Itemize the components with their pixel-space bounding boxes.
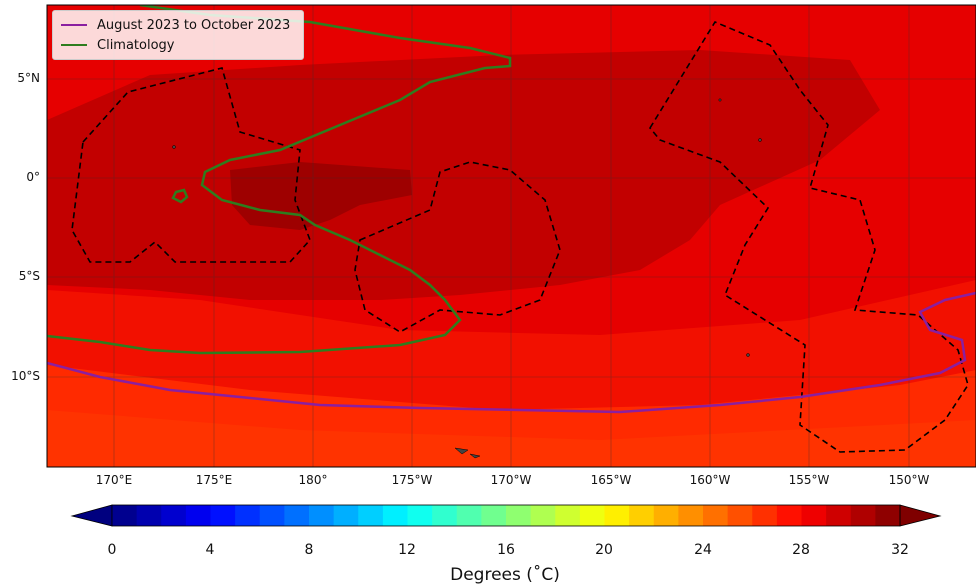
colorbar-segment (604, 505, 630, 526)
colorbar-segment (210, 505, 236, 526)
sst-field-coolest-2 (47, 410, 976, 467)
dashed-region-outlines (71, 20, 969, 453)
lon-label-175e: 175°E (195, 473, 233, 487)
colorbar-segment (727, 505, 753, 526)
colorbar-segment (185, 505, 212, 526)
colorbar-segment (530, 505, 556, 526)
colorbar-tick-4: 4 (205, 542, 215, 558)
colorbar-segment (136, 505, 162, 526)
colorbar-segment (850, 505, 876, 526)
colorbar-tick-16: 16 (497, 542, 515, 558)
legend-label-climatology: Climatology (97, 37, 175, 53)
colorbar-segment (284, 505, 310, 526)
legend-label-current: August 2023 to October 2023 (97, 17, 291, 33)
colorbar-segment (456, 505, 482, 526)
colorbar-segment (579, 505, 606, 526)
colorbar-segment (382, 505, 409, 526)
lat-label-0: 0° (26, 170, 40, 184)
colorbar-segment (801, 505, 827, 526)
colorbar-segment (875, 505, 901, 526)
legend: August 2023 to October 2023 Climatology (52, 10, 304, 60)
colorbar-segment (161, 505, 187, 526)
grid-lines (47, 5, 976, 467)
lat-label-10s: 10°S (11, 369, 40, 383)
colorbar-tick-20: 20 (595, 542, 613, 558)
colorbar-tick-12: 12 (398, 542, 416, 558)
colorbar-segments (112, 505, 901, 526)
legend-item-current: August 2023 to October 2023 (61, 17, 290, 33)
map-area (47, 5, 976, 467)
climatology-contour (47, 5, 512, 355)
colorbar-segment (555, 505, 581, 526)
colorbar-frame (111, 504, 901, 527)
lon-label-175w: 175°W (391, 473, 433, 487)
colorbar-segment (358, 505, 384, 526)
lon-label-180: 180° (298, 473, 328, 487)
current-contour (47, 291, 976, 414)
colorbar-extend-high (899, 504, 942, 527)
island-markers (172, 98, 762, 459)
colorbar-segment (776, 505, 803, 526)
legend-item-climatology: Climatology (61, 37, 175, 53)
colorbar-segment (481, 505, 507, 526)
sst-field-warm (47, 50, 880, 300)
lon-label-165w: 165°W (590, 473, 632, 487)
colorbar-segment (629, 505, 655, 526)
colorbar-label: Degrees (˚C) (450, 565, 560, 585)
colorbar-segment (703, 505, 729, 526)
colorbar-segment (506, 505, 532, 526)
lon-label-170w: 170°W (490, 473, 532, 487)
colorbar-tick-0: 0 (107, 542, 117, 558)
colorbar-segment (653, 505, 679, 526)
colorbar-tick-32: 32 (891, 542, 909, 558)
colorbar-segment (333, 505, 359, 526)
lon-label-155w: 155°W (788, 473, 830, 487)
lat-label-5s: 5°S (18, 269, 40, 283)
colorbar (70, 504, 942, 527)
colorbar-tick-28: 28 (792, 542, 810, 558)
legend-swatch-current (61, 24, 87, 26)
colorbar-segment (432, 505, 458, 526)
colorbar-segment (235, 505, 261, 526)
map-frame (46, 4, 976, 468)
colorbar-tick-8: 8 (304, 542, 314, 558)
colorbar-tick-24: 24 (694, 542, 712, 558)
colorbar-segment (678, 505, 704, 526)
lon-label-170e: 170°E (95, 473, 133, 487)
colorbar-segment (309, 505, 335, 526)
dashed-region-west (71, 67, 311, 263)
colorbar-segment (407, 505, 433, 526)
colorbar-extend-low (70, 504, 113, 527)
lon-label-150w: 150°W (888, 473, 930, 487)
legend-swatch-climatology (61, 44, 87, 46)
dashed-region-central (354, 161, 561, 333)
colorbar-segment (826, 505, 852, 526)
lon-label-160w: 160°W (689, 473, 731, 487)
climatology-contour-island (171, 188, 189, 204)
lat-label-5n: 5°N (17, 71, 40, 85)
colorbar-segment (752, 505, 778, 526)
colorbar-segment (112, 505, 138, 526)
colorbar-segment (259, 505, 285, 526)
